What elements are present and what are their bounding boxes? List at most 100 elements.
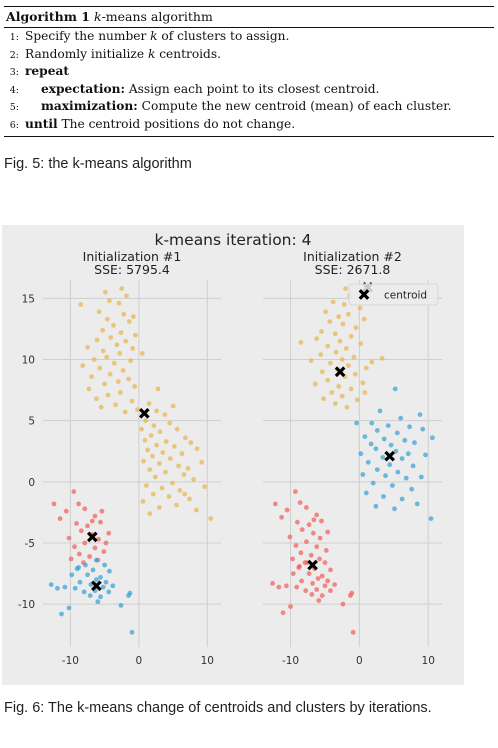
data-point-orange [159, 485, 165, 491]
data-point-blue [98, 594, 103, 600]
data-point-blue [409, 486, 415, 492]
data-point-blue [81, 589, 87, 595]
data-point-red [314, 544, 320, 550]
data-point-blue [370, 480, 376, 486]
algorithm-text: Randomly initialize [25, 46, 148, 61]
data-point-blue [374, 467, 380, 472]
data-point-orange [123, 338, 129, 344]
data-point-orange [167, 420, 173, 426]
algorithm-line-number: 6: [9, 119, 19, 131]
data-point-blue [368, 441, 374, 447]
data-point-orange [142, 437, 148, 443]
data-point-orange [170, 403, 176, 409]
panel-subtitle: SSE: 2671.8 [315, 262, 391, 277]
data-point-blue [383, 473, 388, 479]
data-point-orange [98, 404, 104, 410]
data-point-blue [118, 603, 124, 608]
data-point-orange [114, 342, 120, 348]
data-point-red [323, 548, 329, 553]
data-point-orange [154, 442, 160, 448]
data-point-red [71, 489, 77, 494]
data-point-red [325, 529, 331, 535]
data-point-blue [405, 451, 411, 457]
data-point-orange [108, 335, 114, 340]
data-point-red [350, 629, 356, 635]
data-point-orange [148, 433, 154, 438]
data-point-blue [399, 456, 405, 461]
data-point-blue [55, 585, 60, 591]
data-point-orange [128, 358, 133, 364]
data-point-orange [346, 363, 351, 368]
panel-title: Initialization #2 [303, 249, 402, 264]
panel-title: Initialization #1 [83, 249, 182, 264]
data-point-blue [402, 437, 408, 443]
data-point-red [76, 501, 81, 507]
data-point-blue [66, 605, 72, 611]
y-tick-label: -10 [18, 599, 35, 611]
data-point-orange [353, 325, 359, 331]
centroid-marker [307, 559, 318, 571]
data-point-orange [130, 346, 136, 351]
data-point-red [317, 535, 323, 541]
data-point-blue [395, 469, 401, 475]
y-tick-label: 0 [28, 477, 35, 489]
data-point-blue [87, 593, 93, 598]
data-point-blue [414, 501, 420, 507]
data-point-red [298, 550, 304, 556]
centroid-stroke [384, 450, 396, 462]
algorithm-text: centroids. [155, 46, 221, 61]
data-point-orange [91, 357, 97, 362]
data-point-orange [150, 491, 156, 497]
data-point-orange [185, 466, 191, 471]
data-point-orange [100, 348, 106, 354]
y-tick-label: -5 [25, 538, 35, 550]
algorithm-variable: k [147, 46, 156, 61]
data-point-orange [194, 446, 200, 452]
data-point-orange [157, 505, 162, 510]
data-point-orange [348, 386, 354, 392]
data-point-orange [116, 300, 122, 306]
data-point-red [316, 598, 322, 603]
data-point-orange [141, 458, 147, 464]
data-point-red [322, 560, 328, 565]
kmeans-figure: k-means iteration: 4 Initialization #1 SS… [2, 225, 464, 685]
data-point-orange [147, 511, 153, 517]
centroid-marker [384, 450, 396, 462]
data-point-red [72, 544, 77, 550]
data-point-red [87, 554, 92, 559]
data-point-orange [131, 314, 136, 320]
data-point-orange [121, 311, 127, 317]
data-point-red [85, 523, 90, 529]
data-point-blue [107, 568, 112, 574]
data-point-orange [118, 390, 123, 395]
data-point-red [57, 516, 63, 521]
data-point-orange [94, 396, 99, 402]
data-point-blue [100, 584, 106, 590]
data-point-red [288, 604, 293, 609]
data-point-orange [199, 459, 205, 465]
data-point-orange [172, 444, 177, 449]
data-point-red [78, 528, 84, 534]
data-point-orange [327, 319, 333, 324]
data-point-red [328, 567, 333, 573]
data-point-red [92, 513, 98, 519]
data-point-orange [336, 314, 342, 320]
data-point-orange [154, 408, 160, 414]
centroid-marker [91, 580, 102, 592]
data-point-blue [363, 490, 369, 496]
data-point-orange [146, 401, 152, 406]
data-point-orange [323, 309, 328, 315]
data-point-blue [377, 408, 383, 414]
data-point-red [103, 540, 109, 546]
data-point-red [76, 551, 82, 557]
data-point-orange [104, 354, 110, 360]
data-point-blue [48, 582, 54, 587]
data-point-blue [76, 565, 81, 570]
data-point-orange [145, 447, 151, 453]
legend-centroid-icon [358, 289, 370, 300]
algorithm-variable: k [150, 29, 158, 43]
data-point-blue [399, 496, 405, 502]
data-point-red [294, 584, 300, 590]
data-point-blue [90, 567, 96, 573]
data-point-orange [346, 311, 351, 317]
